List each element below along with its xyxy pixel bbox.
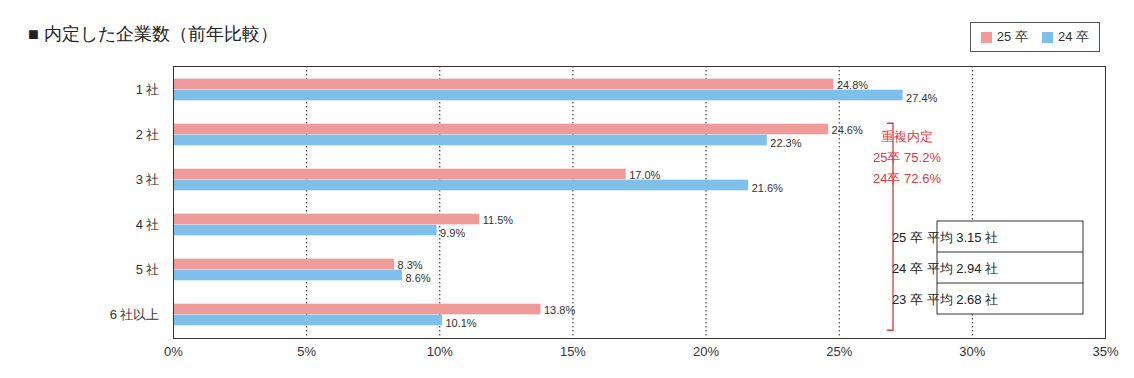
svg-text:1 社: 1 社 [136, 82, 160, 97]
svg-text:9.9%: 9.9% [440, 227, 465, 239]
svg-text:22.3%: 22.3% [770, 137, 801, 149]
html-text:25 卒: 25 卒 [996, 29, 1028, 44]
svg-text:重複内定: 重複内定 [881, 129, 933, 144]
svg-text:5%: 5% [297, 344, 316, 359]
svg-text:5 社: 5 社 [136, 262, 160, 277]
svg-text:35%: 35% [1092, 344, 1118, 359]
svg-text:20%: 20% [693, 344, 719, 359]
svg-text:8.6%: 8.6% [406, 272, 431, 284]
svg-text:13.8%: 13.8% [544, 304, 575, 316]
svg-text:25卒 75.2%: 25卒 75.2% [873, 150, 941, 165]
svg-text:24 卒 平均 2.94 社: 24 卒 平均 2.94 社 [892, 261, 998, 276]
html-text:■ 内定した企業数（前年比較）: ■ 内定した企業数（前年比較） [28, 24, 278, 44]
svg-text:2 社: 2 社 [136, 127, 160, 142]
svg-text:23 卒 平均 2.68 社: 23 卒 平均 2.68 社 [892, 292, 998, 307]
svg-text:25 卒 平均 3.15 社: 25 卒 平均 3.15 社 [892, 230, 998, 245]
svg-text:21.6%: 21.6% [752, 182, 783, 194]
svg-text:8.3%: 8.3% [398, 259, 423, 271]
svg-text:10.1%: 10.1% [445, 317, 476, 329]
svg-text:24卒 72.6%: 24卒 72.6% [873, 171, 941, 186]
svg-text:30%: 30% [959, 344, 985, 359]
svg-text:17.0%: 17.0% [629, 169, 660, 181]
svg-text:3 社: 3 社 [136, 172, 160, 187]
svg-text:27.4%: 27.4% [906, 92, 937, 104]
svg-text:10%: 10% [427, 344, 453, 359]
svg-text:0%: 0% [164, 344, 183, 359]
svg-text:11.5%: 11.5% [483, 214, 514, 226]
svg-text:6 社以上: 6 社以上 [110, 307, 160, 322]
svg-text:24.8%: 24.8% [837, 79, 868, 91]
svg-text:24.6%: 24.6% [832, 124, 863, 136]
svg-text:4 社: 4 社 [136, 217, 160, 232]
html-text:24 卒: 24 卒 [1057, 29, 1089, 44]
svg-text:15%: 15% [560, 344, 586, 359]
svg-text:25%: 25% [826, 344, 852, 359]
